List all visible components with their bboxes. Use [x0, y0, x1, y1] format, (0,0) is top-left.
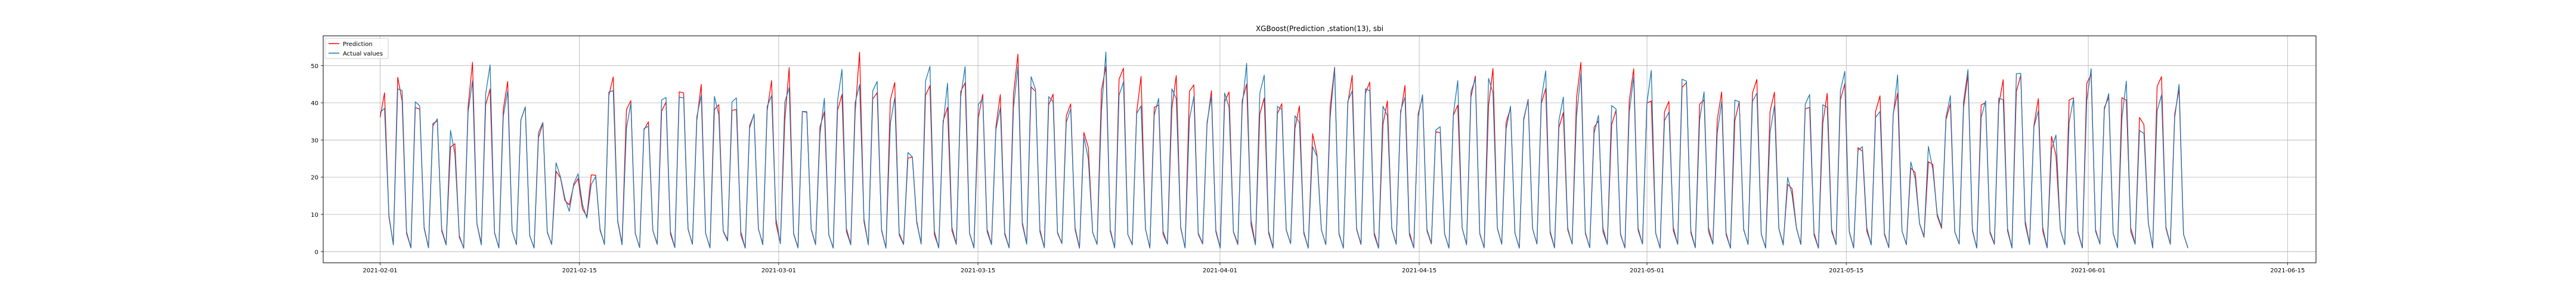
legend-label-prediction: Prediction [343, 41, 373, 48]
legend-label-actual-values: Actual values [343, 51, 383, 57]
x-tick-label: 2021-02-15 [562, 268, 597, 274]
axes [321, 35, 2317, 265]
grid [323, 36, 2316, 263]
y-tick-label: 50 [311, 63, 318, 70]
x-tick-label: 2021-05-15 [1829, 268, 1863, 274]
y-tick-label: 10 [311, 212, 318, 219]
y-tick-label: 20 [311, 175, 318, 182]
series-line-actual-values [380, 51, 2188, 249]
legend-box [324, 38, 389, 59]
x-tick-label: 2021-03-01 [761, 268, 796, 274]
chart-title: XGBoost(Prediction ,station(13), sbi [1256, 24, 1383, 33]
x-tick-label: 2021-06-01 [2071, 268, 2106, 274]
plot-frame [323, 35, 2317, 263]
x-tick-label: 2021-04-15 [1402, 268, 1436, 274]
x-tick-label: 2021-05-01 [1630, 268, 1664, 274]
x-tick-label: 2021-04-01 [1203, 268, 1237, 274]
x-tick-label: 2021-03-15 [961, 268, 995, 274]
y-tick-label: 40 [311, 100, 318, 107]
y-tick-label: 0 [315, 249, 318, 256]
legend: Prediction Actual values [324, 38, 389, 59]
y-tick-label: 30 [311, 137, 318, 144]
series-layer [379, 51, 2188, 249]
tick-labels: 2021-02-01 2021-02-15 2021-03-01 2021-03-15… [311, 63, 2305, 274]
x-tick-label: 2021-06-15 [2270, 268, 2305, 274]
x-tick-label: 2021-02-01 [363, 268, 397, 274]
